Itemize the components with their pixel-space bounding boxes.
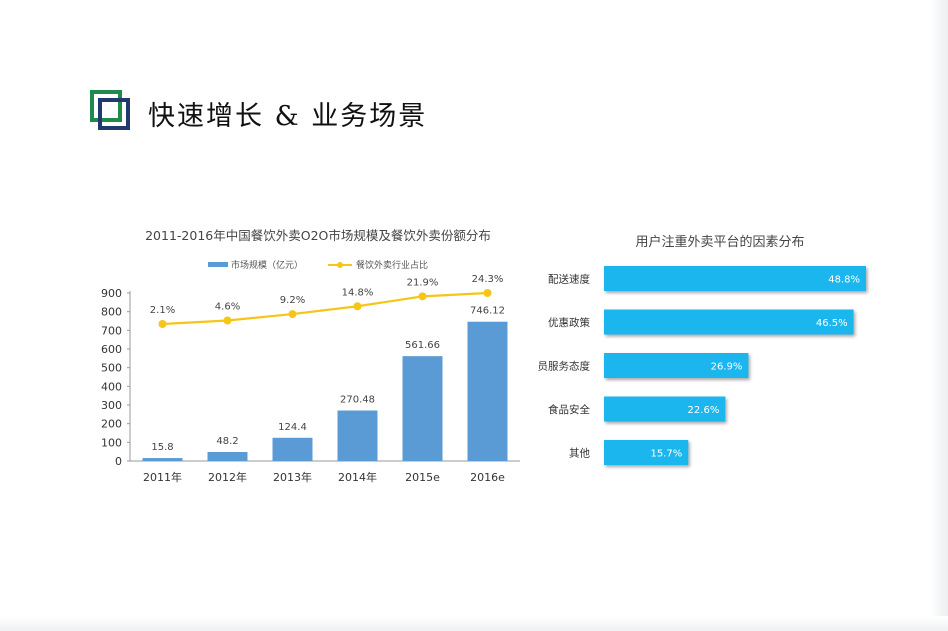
y-tick-label: 100 [101, 436, 122, 449]
y-tick-label: 0 [115, 455, 122, 468]
x-tick-label: 2011年 [143, 470, 182, 484]
y-tick-label: 200 [101, 418, 122, 431]
chart-title: 用户注重外卖平台的因素分布 [635, 234, 804, 250]
category-label: 配送速度 [548, 273, 590, 286]
bar-data-label: 48.2 [216, 436, 238, 447]
bar-data-label: 746.12 [470, 306, 505, 317]
y-tick-label: 700 [101, 324, 122, 337]
slide-right-shadow [930, 0, 948, 631]
y-tick-label: 400 [101, 380, 122, 393]
y-tick-label: 300 [101, 399, 122, 412]
bar [467, 321, 508, 461]
user-factors-chart-svg: 用户注重外卖平台的因素分布 配送速度 48.8% 优惠政策 46.5% 员服务态度 26.… [538, 234, 866, 465]
line-point [353, 302, 362, 311]
line-data-label: 9.2% [280, 295, 305, 306]
category-label: 食品安全 [548, 403, 590, 416]
hbar [604, 353, 749, 378]
hbar-value-label: 26.9% [711, 362, 743, 373]
market-size-chart-svg: 2011-2016年中国餐饮外卖O2O市场规模及餐饮外卖份额分布 市场规模（亿元… [101, 228, 520, 484]
hbar [604, 440, 689, 465]
x-tick-label: 2015e [405, 471, 440, 484]
x-tick-label: 2014年 [338, 470, 377, 484]
bar [337, 410, 378, 461]
page-title: 快速增长 & 业务场景 [148, 101, 428, 132]
slide-bottom-shadow [0, 616, 948, 631]
chart-axes: 0 100 200 300 400 500 600 700 800 900 [101, 287, 520, 468]
line-data-label: 24.3% [472, 274, 504, 285]
legend-swatch-marker [337, 262, 343, 268]
y-tick-label: 800 [101, 306, 122, 319]
bar-series: 15.8 48.2 124.4 270.48 561.66 746.12 [142, 306, 508, 461]
legend-label-bar: 市场规模（亿元） [231, 259, 303, 271]
line-data-label: 21.9% [407, 277, 439, 288]
x-tick-labels: 2011年 2012年 2013年 2014年 2015e 2016e [143, 470, 505, 484]
hbar-value-label: 15.7% [651, 449, 683, 460]
hbar-series: 配送速度 48.8% 优惠政策 46.5% 员服务态度 26.9% 食品安全 22.6% 其他 1… [538, 266, 866, 465]
y-tick-label: 600 [101, 343, 122, 356]
bar [402, 356, 443, 461]
y-tick-label: 900 [101, 287, 122, 300]
bar-data-label: 561.66 [405, 340, 440, 351]
category-label: 员服务态度 [538, 360, 591, 373]
bar [272, 437, 313, 461]
legend-label-line: 餐饮外卖行业占比 [356, 259, 428, 271]
line-point [483, 289, 492, 297]
line-point [223, 316, 232, 325]
hbar [604, 396, 726, 422]
legend-swatch-bar [208, 262, 228, 267]
hbar-value-label: 48.8% [828, 275, 860, 286]
hbar [604, 266, 866, 291]
line-point [288, 310, 297, 319]
category-label: 优惠政策 [548, 316, 590, 329]
line-series: 2.1% 4.6% 9.2% 14.8% 21.9% 24.3% [150, 274, 504, 328]
chart-title: 2011-2016年中国餐饮外卖O2O市场规模及餐饮外卖份额分布 [145, 228, 491, 243]
y-tick-label: 500 [101, 362, 122, 375]
bar [207, 452, 248, 461]
hbar-value-label: 46.5% [816, 318, 848, 329]
market-size-chart: 2011-2016年中国餐饮外卖O2O市场规模及餐饮外卖份额分布 市场规模（亿元… [100, 218, 530, 503]
hbar-value-label: 22.6% [688, 405, 720, 416]
x-tick-label: 2013年 [273, 470, 312, 484]
line-point [418, 292, 427, 301]
line-data-label: 14.8% [342, 287, 374, 298]
x-tick-label: 2012年 [208, 470, 247, 484]
section-squares-icon [90, 90, 130, 130]
line-path [162, 291, 488, 326]
bar-data-label: 270.48 [340, 395, 375, 406]
user-factors-chart: 用户注重外卖平台的因素分布 配送速度 48.8% 优惠政策 46.5% 员服务态度 26.… [520, 225, 890, 485]
line-data-label: 2.1% [150, 305, 175, 316]
category-label: 其他 [569, 447, 590, 460]
line-data-label: 4.6% [215, 302, 240, 313]
bar-data-label: 124.4 [278, 422, 307, 433]
bar [142, 458, 183, 461]
x-tick-label: 2016e [470, 471, 505, 484]
hbar [604, 309, 854, 335]
bar-data-label: 15.8 [151, 442, 173, 453]
chart-legend: 市场规模（亿元） 餐饮外卖行业占比 [208, 259, 428, 271]
line-point [158, 320, 167, 328]
